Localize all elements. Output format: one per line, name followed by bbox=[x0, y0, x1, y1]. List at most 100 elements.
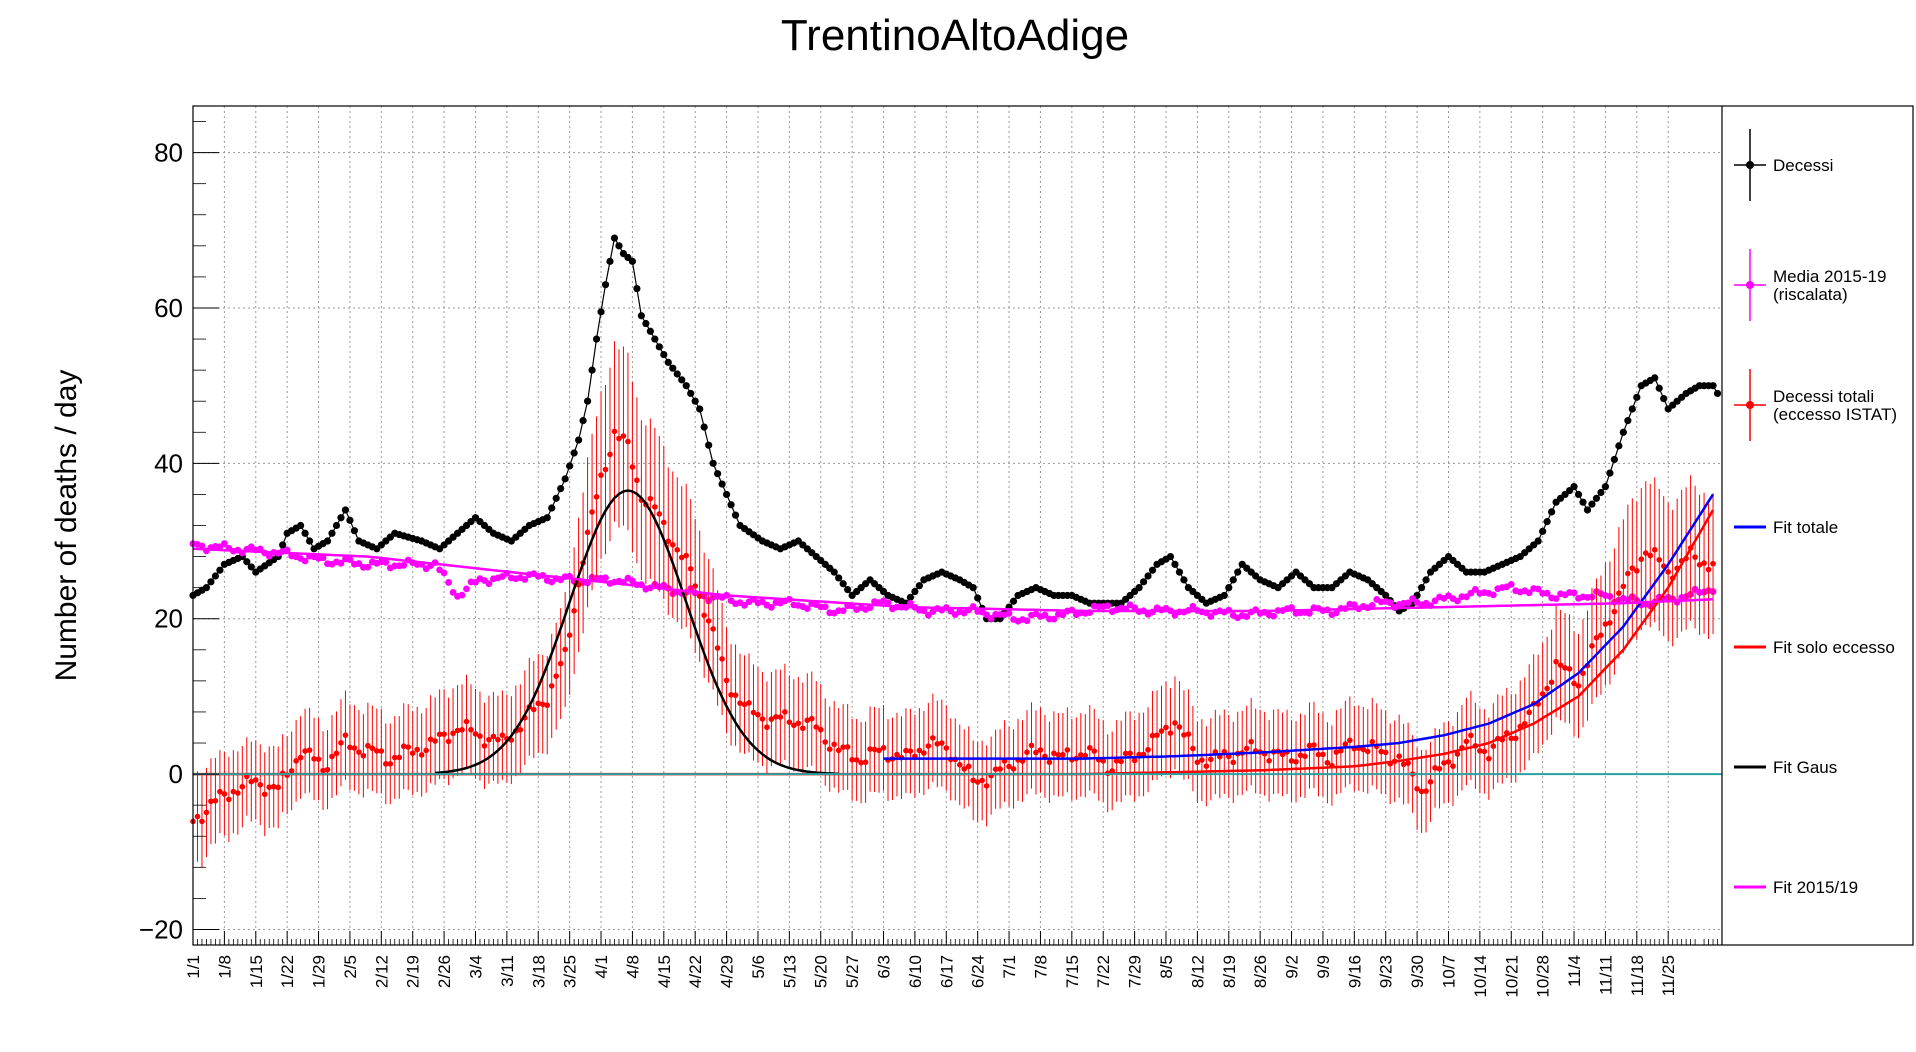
data-point bbox=[1548, 508, 1556, 516]
data-point bbox=[495, 736, 501, 743]
data-point bbox=[226, 796, 232, 803]
data-point bbox=[607, 451, 613, 458]
data-point bbox=[557, 484, 565, 493]
legend-marker bbox=[1746, 161, 1754, 169]
data-point bbox=[606, 257, 614, 265]
data-point bbox=[1553, 658, 1559, 665]
data-point bbox=[1548, 679, 1555, 686]
data-point bbox=[203, 809, 210, 816]
data-point bbox=[853, 757, 860, 763]
data-point bbox=[714, 645, 721, 651]
x-tick-label: 8/12 bbox=[1188, 955, 1207, 988]
data-point bbox=[1422, 576, 1430, 584]
data-point bbox=[1104, 602, 1112, 610]
data-point bbox=[678, 554, 685, 561]
data-point bbox=[1091, 748, 1098, 754]
data-point bbox=[1656, 557, 1663, 563]
data-point bbox=[436, 731, 443, 738]
data-point bbox=[539, 701, 546, 708]
data-point bbox=[974, 594, 982, 602]
x-tick-label: 3/25 bbox=[561, 955, 580, 988]
data-point bbox=[629, 464, 636, 470]
x-tick-label: 6/17 bbox=[937, 955, 956, 988]
data-point bbox=[660, 350, 668, 359]
x-tick-label: 4/22 bbox=[686, 955, 705, 988]
data-point bbox=[687, 389, 695, 398]
data-point bbox=[1619, 428, 1627, 436]
data-point bbox=[1405, 760, 1411, 766]
data-point bbox=[1624, 417, 1632, 425]
data-point bbox=[194, 813, 201, 820]
data-point bbox=[930, 735, 936, 741]
data-point bbox=[1543, 518, 1551, 526]
data-point bbox=[211, 572, 220, 580]
data-point bbox=[835, 574, 843, 582]
data-point bbox=[1180, 576, 1188, 584]
data-point bbox=[718, 480, 726, 488]
data-point bbox=[637, 312, 645, 320]
data-point bbox=[943, 745, 950, 751]
x-tick-label: 2/12 bbox=[372, 955, 391, 988]
data-point bbox=[382, 558, 390, 566]
axes: 1/1 1/8 1/15 1/22 1/29 2/5 2/12 2/19 2/26 3/4 3/11… bbox=[139, 106, 1723, 998]
y-tick-label: 40 bbox=[154, 448, 183, 478]
data-point bbox=[705, 441, 713, 449]
data-point bbox=[750, 709, 757, 716]
data-point bbox=[1647, 552, 1654, 559]
data-point bbox=[1171, 560, 1179, 568]
data-point bbox=[934, 741, 941, 747]
data-point bbox=[432, 738, 438, 744]
data-point bbox=[1441, 760, 1447, 766]
data-point bbox=[1611, 608, 1618, 615]
data-point bbox=[1468, 732, 1474, 739]
data-point bbox=[374, 748, 380, 754]
data-point bbox=[553, 673, 559, 679]
data-point bbox=[719, 656, 725, 662]
data-point bbox=[463, 585, 470, 593]
x-tick-label: 9/16 bbox=[1345, 955, 1364, 988]
data-point bbox=[709, 459, 717, 467]
data-point bbox=[1570, 589, 1578, 597]
data-point bbox=[1651, 546, 1658, 553]
y-tick-label: 80 bbox=[154, 138, 183, 168]
data-point bbox=[319, 554, 327, 562]
data-point bbox=[1601, 483, 1610, 491]
data-point bbox=[1463, 738, 1470, 745]
data-point bbox=[764, 724, 770, 731]
data-point bbox=[1060, 751, 1066, 758]
data-point bbox=[275, 784, 281, 791]
x-tick-label: 11/25 bbox=[1659, 955, 1678, 996]
data-point bbox=[347, 744, 353, 751]
data-point bbox=[625, 438, 631, 445]
y-tick-label: 0 bbox=[169, 759, 183, 789]
data-point bbox=[1176, 724, 1183, 730]
data-point bbox=[615, 242, 623, 250]
data-point bbox=[297, 754, 304, 761]
data-point bbox=[1692, 554, 1698, 560]
data-point bbox=[1570, 483, 1578, 491]
data-point bbox=[983, 611, 991, 619]
data-point bbox=[1288, 758, 1295, 764]
plot-series bbox=[189, 234, 1722, 868]
data-point bbox=[1489, 591, 1497, 599]
data-point bbox=[791, 722, 797, 729]
x-tick-label: 3/18 bbox=[529, 955, 548, 988]
data-point bbox=[970, 777, 976, 784]
data-point bbox=[1417, 584, 1426, 592]
x-tick-label: 5/20 bbox=[812, 955, 831, 988]
data-point bbox=[808, 715, 815, 722]
x-tick-label: 9/9 bbox=[1314, 955, 1333, 979]
legend: Decessi Media 2015-19(riscalata) Decessi t… bbox=[1734, 129, 1897, 897]
data-point bbox=[301, 529, 309, 537]
data-point bbox=[1324, 759, 1331, 766]
data-point bbox=[323, 537, 332, 545]
data-point bbox=[894, 751, 900, 758]
data-point bbox=[220, 540, 228, 547]
x-tick-label: 10/28 bbox=[1534, 955, 1553, 998]
data-point bbox=[1166, 552, 1175, 561]
data-point bbox=[911, 587, 919, 596]
legend-label: Fit solo eccesso bbox=[1773, 638, 1895, 657]
data-point bbox=[468, 726, 474, 733]
data-point bbox=[207, 578, 215, 586]
data-point bbox=[1347, 737, 1353, 744]
